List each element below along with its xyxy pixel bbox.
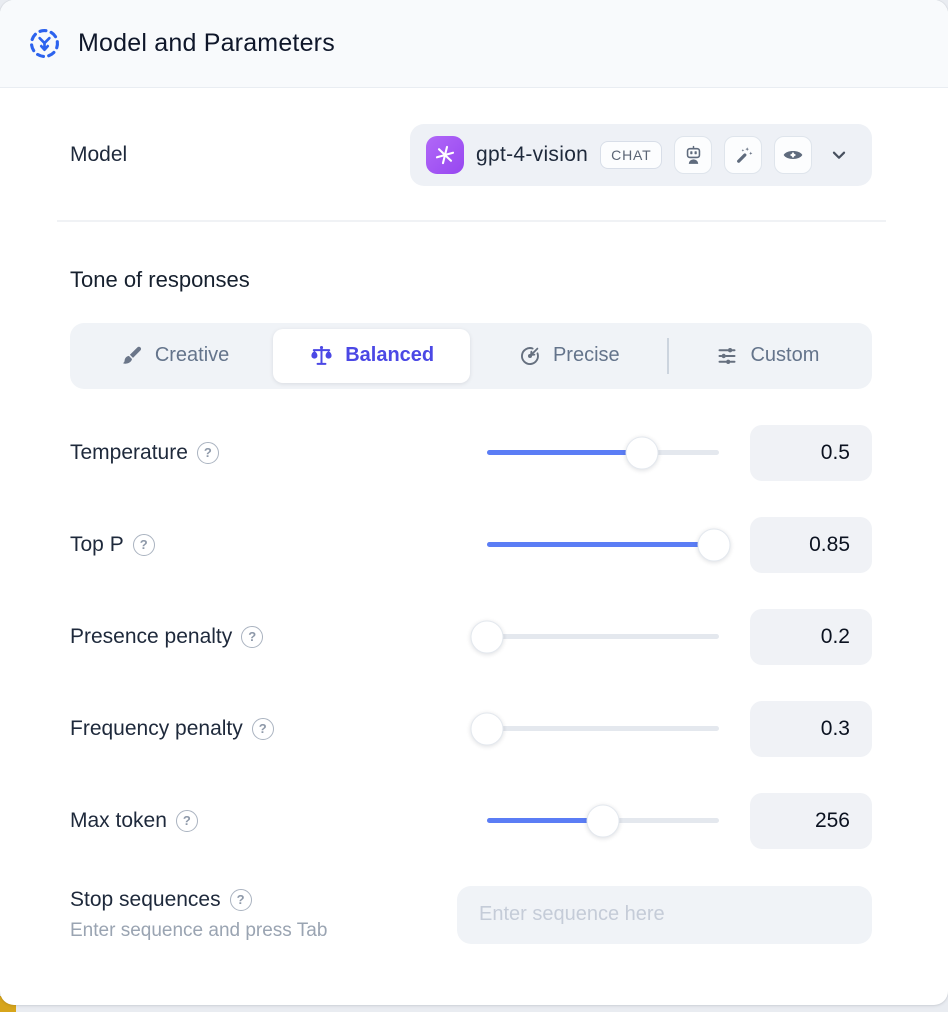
chevron-down-icon (828, 144, 850, 166)
tone-option-balanced[interactable]: Balanced (273, 328, 471, 383)
parameter-label: Max token (70, 808, 167, 832)
segment-divider (667, 337, 669, 374)
parameter-row-frequency-penalty: Frequency penalty 0.3 (70, 700, 872, 757)
slider-handle[interactable] (470, 620, 504, 653)
parameter-label: Frequency penalty (70, 716, 243, 740)
presence-penalty-value[interactable]: 0.2 (750, 608, 872, 665)
frequency-penalty-slider[interactable] (470, 712, 719, 745)
panel-header: Model and Parameters (0, 0, 948, 88)
tone-option-creative[interactable]: Creative (76, 329, 273, 383)
parameter-row-max-token: Max token 256 (70, 792, 872, 849)
model-hub-icon (26, 25, 63, 62)
tone-option-label: Balanced (345, 344, 435, 366)
max-token-slider[interactable] (487, 804, 719, 837)
slider-handle[interactable] (470, 712, 504, 745)
top-p-value[interactable]: 0.85 (750, 516, 872, 573)
section-divider (57, 220, 886, 222)
tone-option-label: Creative (154, 344, 230, 366)
parameter-label: Top P (70, 532, 124, 556)
stop-sequences-row: Stop sequences Enter sequence and press … (70, 885, 872, 944)
help-icon[interactable] (132, 533, 155, 556)
eye-icon (774, 136, 813, 174)
max-token-value[interactable]: 256 (750, 792, 872, 849)
tone-option-precise[interactable]: Precise (470, 329, 667, 383)
slider-handle[interactable] (625, 436, 659, 469)
stop-sequences-hint: Enter sequence and press Tab (70, 919, 328, 941)
help-icon[interactable] (175, 809, 198, 832)
chat-type-badge: CHAT (600, 141, 663, 169)
parameter-row-top-p: Top P 0.85 (70, 516, 872, 573)
slider-fill (487, 818, 603, 823)
slider-fill (487, 542, 715, 547)
temperature-slider[interactable] (487, 436, 719, 469)
slider-fill (487, 450, 643, 455)
panel-title: Model and Parameters (78, 29, 335, 57)
parameter-label: Presence penalty (70, 624, 233, 648)
slider-handle[interactable] (586, 804, 620, 837)
paintbrush-icon (120, 344, 144, 368)
tone-segmented-control: Creative Balanced (70, 322, 872, 389)
parameter-row-presence-penalty: Presence penalty 0.2 (70, 608, 872, 665)
help-icon[interactable] (251, 717, 274, 740)
help-icon[interactable] (241, 625, 264, 648)
model-label: Model (70, 143, 128, 166)
target-icon (518, 344, 542, 368)
help-icon[interactable] (229, 888, 252, 911)
presence-penalty-slider[interactable] (470, 620, 719, 653)
stop-sequences-label: Stop sequences (70, 887, 221, 911)
slider-track[interactable] (487, 634, 719, 639)
magic-wand-icon (724, 136, 763, 174)
help-icon[interactable] (196, 441, 219, 464)
tone-option-label: Custom (750, 344, 820, 366)
model-row: Model gpt-4-vision CH (70, 124, 872, 186)
openai-logo (426, 136, 464, 174)
model-name: gpt-4-vision (476, 143, 589, 166)
stop-sequence-input[interactable] (457, 885, 872, 944)
frequency-penalty-value[interactable]: 0.3 (750, 700, 872, 757)
sliders-icon (715, 344, 739, 368)
parameter-label: Temperature (70, 440, 188, 464)
top-p-slider[interactable] (487, 528, 731, 561)
model-select-dropdown[interactable]: gpt-4-vision CHAT (410, 124, 872, 186)
tone-option-custom[interactable]: Custom (669, 329, 866, 383)
slider-track[interactable] (487, 726, 719, 731)
tone-section-title: Tone of responses (70, 266, 250, 292)
parameter-row-temperature: Temperature 0.5 (70, 424, 872, 481)
robot-icon (674, 136, 713, 174)
temperature-value[interactable]: 0.5 (750, 424, 872, 481)
balance-scale-icon (309, 343, 334, 368)
tone-option-label: Precise (552, 344, 620, 366)
slider-handle[interactable] (697, 528, 731, 561)
